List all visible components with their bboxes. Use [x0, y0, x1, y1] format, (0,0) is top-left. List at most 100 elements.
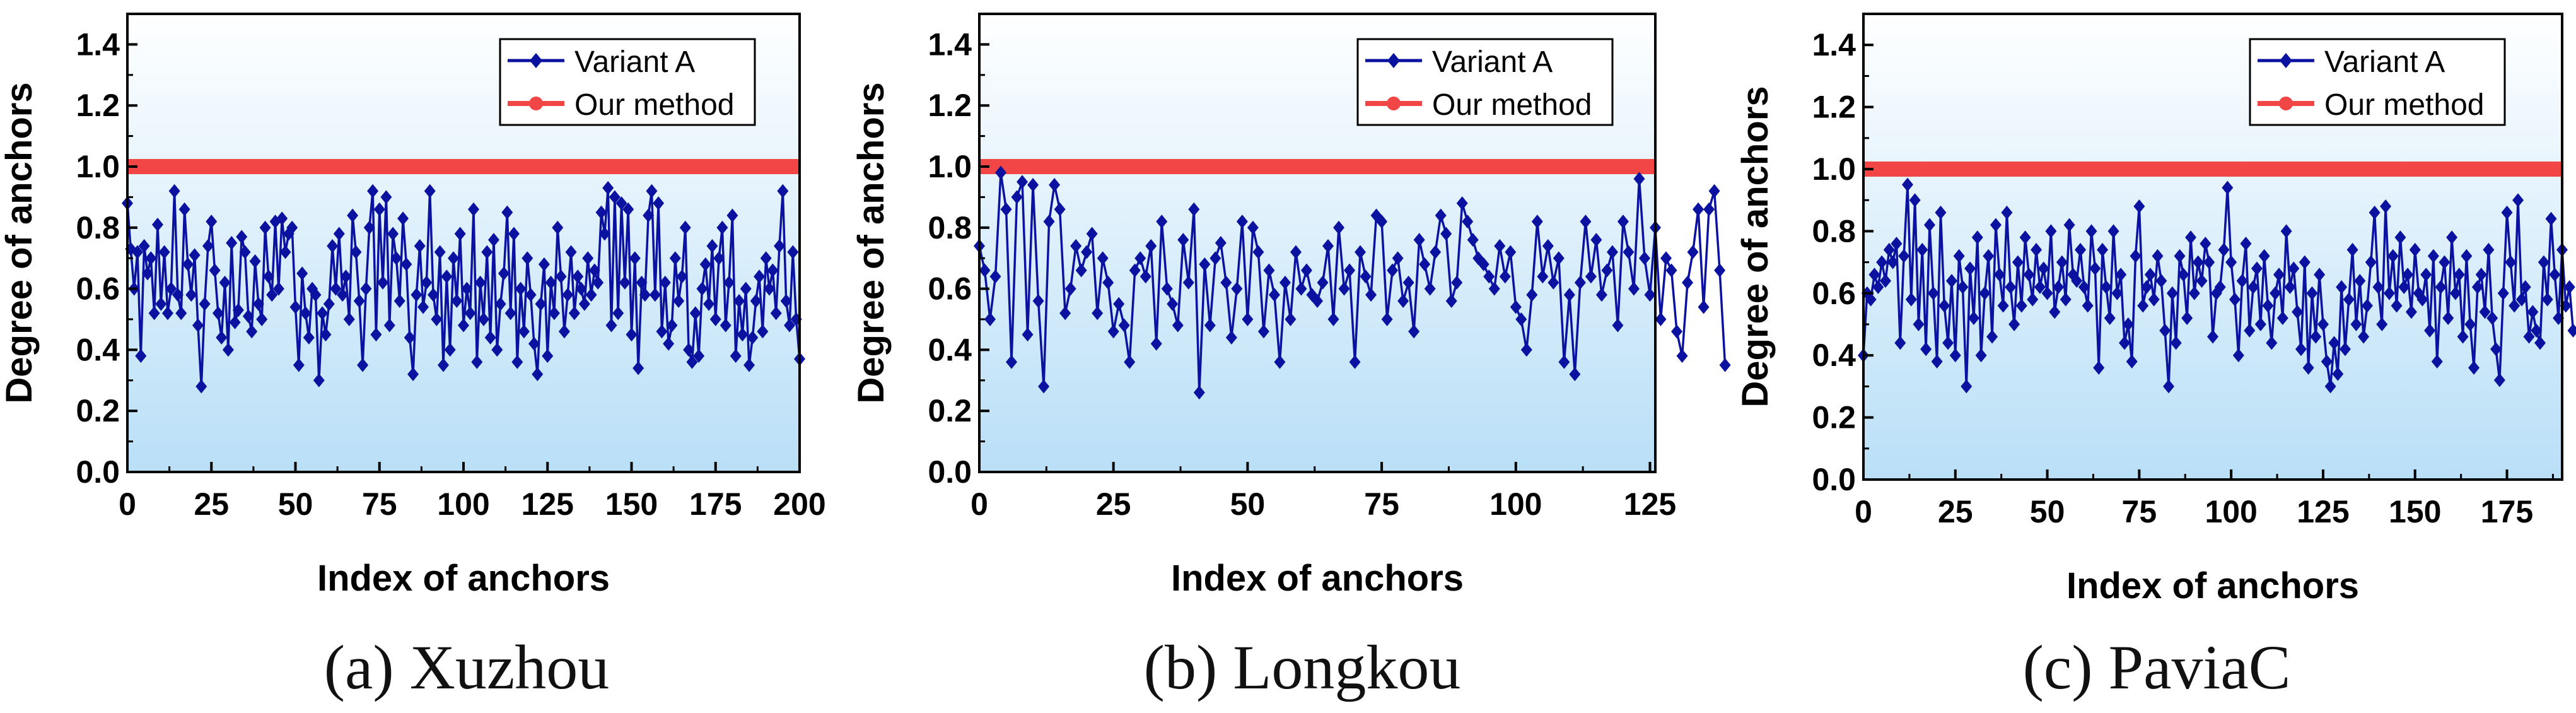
legend-variant-label: Variant A	[574, 45, 695, 79]
data-point-variant-a	[2152, 249, 2164, 263]
data-point-variant-a	[2483, 242, 2495, 257]
legend-ours-label: Our method	[2324, 88, 2484, 122]
x-tick-label: 75	[1364, 486, 1399, 522]
data-point-variant-a	[1247, 220, 1259, 235]
data-point-variant-a	[515, 281, 527, 296]
data-point-variant-a	[2431, 355, 2443, 369]
data-point-variant-a	[1606, 245, 1618, 259]
axes-frame	[1862, 13, 2563, 481]
data-point-variant-a	[552, 220, 564, 235]
data-point-variant-a	[1708, 184, 1720, 198]
data-point-variant-a	[279, 245, 291, 259]
legend-ours-marker	[2279, 97, 2293, 110]
data-point-variant-a	[770, 306, 782, 321]
data-point-variant-a	[1569, 367, 1581, 382]
data-point-variant-a	[1876, 255, 1888, 269]
x-tick-label: 100	[1489, 486, 1542, 522]
data-point-variant-a	[2005, 280, 2017, 294]
data-point-variant-a	[266, 288, 278, 302]
data-point-variant-a	[585, 288, 597, 302]
data-point-variant-a	[286, 220, 298, 235]
data-point-variant-a	[172, 288, 184, 302]
data-point-variant-a	[2523, 329, 2535, 344]
data-point-variant-a	[1676, 349, 1688, 363]
data-point-variant-a	[1542, 239, 1554, 253]
data-point-variant-a	[1612, 318, 1624, 333]
data-point-variant-a	[2085, 224, 2097, 239]
data-point-variant-a	[1633, 172, 1645, 186]
x-tick-label: 150	[605, 486, 658, 522]
y-axis-label: Degree of anchors	[0, 82, 40, 403]
data-point-variant-a	[535, 297, 547, 311]
data-point-variant-a	[1515, 312, 1527, 326]
data-point-variant-a	[989, 269, 1001, 284]
data-point-variant-a	[2464, 317, 2476, 331]
data-point-variant-a	[2207, 329, 2218, 344]
data-point-variant-a	[504, 306, 516, 321]
data-point-variant-a	[313, 373, 325, 387]
data-point-variant-a	[1011, 190, 1023, 204]
data-point-variant-a	[568, 306, 580, 321]
data-point-variant-a	[481, 245, 493, 259]
data-point-variant-a	[2398, 280, 2410, 294]
data-point-variant-a	[1898, 249, 1910, 263]
data-point-variant-a	[659, 275, 671, 290]
data-point-variant-a	[1953, 249, 1965, 263]
data-point-variant-a	[1172, 318, 1184, 333]
data-point-variant-a	[643, 208, 655, 223]
data-point-variant-a	[2166, 286, 2178, 300]
data-point-variant-a	[1872, 280, 1884, 294]
data-point-variant-a	[2361, 298, 2373, 313]
data-point-variant-a	[1451, 275, 1463, 290]
y-axis-label: Degree of anchors	[851, 82, 892, 403]
data-point-variant-a	[629, 251, 641, 266]
data-point-variant-a	[1964, 261, 1976, 276]
data-point-variant-a	[1585, 269, 1597, 284]
data-point-variant-a	[1617, 215, 1629, 229]
data-point-variant-a	[400, 257, 412, 271]
data-point-variant-a	[2111, 286, 2123, 300]
data-point-variant-a	[1971, 230, 1983, 245]
data-point-variant-a	[2115, 268, 2127, 282]
data-point-variant-a	[723, 275, 735, 290]
x-tick-label: 0	[1855, 494, 1872, 529]
data-point-variant-a	[1022, 327, 1034, 342]
data-point-variant-a	[1129, 263, 1141, 278]
data-point-variant-a	[2457, 329, 2469, 344]
y-tick-label: 0.6	[928, 271, 972, 307]
data-point-variant-a	[438, 358, 450, 372]
legend-ours-marker	[1387, 97, 1401, 110]
data-point-variant-a	[1494, 239, 1506, 253]
data-point-variant-a	[2181, 311, 2193, 326]
data-point-variant-a	[2427, 249, 2439, 263]
data-point-variant-a	[683, 343, 695, 357]
data-point-variant-a	[138, 239, 150, 253]
data-point-variant-a	[1927, 286, 1939, 300]
data-point-variant-a	[1462, 215, 1474, 229]
data-point-variant-a	[2225, 255, 2237, 269]
data-point-variant-a	[1355, 245, 1367, 259]
chart-panel-0: 0.0 0.2 0.4 0.6 0.8 1.0 1.2 1.4 0 25 50 75 100 125 150…	[0, 13, 826, 599]
data-point-variant-a	[538, 257, 550, 271]
data-point-variant-a	[404, 331, 416, 345]
data-point-variant-a	[545, 275, 557, 290]
data-point-variant-a	[421, 275, 433, 290]
x-tick-label: 75	[2122, 494, 2157, 529]
data-point-variant-a	[477, 312, 489, 326]
data-point-variant-a	[1102, 275, 1114, 290]
data-point-variant-a	[2490, 342, 2502, 356]
data-point-variant-a	[562, 288, 574, 302]
data-point-variant-a	[757, 324, 769, 339]
data-point-variant-a	[2037, 261, 2049, 276]
data-point-variant-a	[1993, 268, 2005, 282]
data-point-variant-a	[414, 239, 426, 253]
data-point-variant-a	[1623, 245, 1635, 259]
x-tick-label: 200	[773, 486, 825, 522]
data-point-variant-a	[487, 233, 499, 247]
data-point-variant-a	[2023, 268, 2035, 282]
panel-caption-a: (a) Xuzhou	[323, 632, 610, 702]
data-point-variant-a	[350, 245, 362, 259]
data-point-variant-a	[2563, 280, 2575, 294]
data-point-variant-a	[2196, 274, 2208, 288]
y-tick-label: 0.2	[1812, 400, 1856, 435]
